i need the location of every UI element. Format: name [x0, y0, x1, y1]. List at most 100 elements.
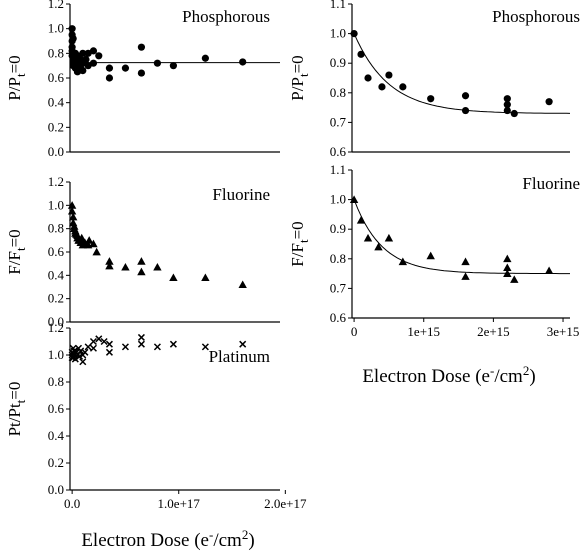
left-phosphorous-ytick-label: 0.2	[48, 119, 64, 134]
left-fluorine-point	[153, 262, 162, 271]
left-fluorine-ylabel: F/Ft=0	[5, 229, 28, 274]
left-fluorine-point	[137, 257, 146, 265]
left-phosphorous-point	[68, 25, 76, 33]
right-fluorine-fit-line	[353, 199, 570, 275]
left-phosphorous-point	[105, 64, 114, 72]
left-platinum-point	[100, 337, 108, 346]
left-phosphorous-point	[137, 69, 146, 77]
right-fluorine-ylabel: F/Ft=0	[288, 221, 311, 266]
right-fluorine-ytick-label: 0.6	[330, 310, 347, 325]
left-fluorine-point	[201, 273, 210, 282]
left-phosphorous-point	[105, 74, 114, 82]
left-fluorine-point	[121, 262, 130, 271]
right-fluorine-point	[363, 233, 373, 242]
left-platinum-point	[137, 340, 145, 348]
right-phosphorous-point	[461, 106, 470, 115]
right-phosphorous-point	[399, 83, 407, 91]
right-x-axis-label: Electron Dose (e-/cm2)	[362, 363, 535, 387]
right-phosphorous-ytick-label: 1.1	[330, 0, 346, 11]
left-fluorine-point	[89, 239, 98, 248]
right-phosphorous-ylabel: P/Pt=0	[288, 55, 311, 100]
left-fluorine-ytick-label: 0.6	[48, 244, 65, 259]
left-platinum-ytick-label: 0.2	[48, 455, 64, 470]
left-platinum-point	[201, 343, 209, 351]
right-fluorine-ytick-label: 0.8	[330, 251, 346, 266]
left-phosphorous-ylabel: P/Pt=0	[5, 55, 28, 100]
left-platinum-point	[77, 347, 85, 355]
right-fluorine-ytick-label: 1.1	[330, 162, 346, 177]
right-fluorine-ytick-label: 0.9	[330, 221, 346, 236]
left-platinum-point	[89, 337, 97, 346]
left-phosphorous-point	[239, 58, 247, 66]
left-phosphorous-point	[153, 59, 162, 67]
left-phosphorous-panel: 0.0 0.2 0.4 0.6 0.8 1.0 1.2 Phosphorous P/Pt=0	[5, 0, 280, 159]
left-platinum-point	[105, 340, 113, 348]
left-phosphorous-ytick-label: 0.0	[48, 144, 64, 159]
right-fluorine-panel: 0.6 0.7 0.8 0.9 1.0 1.1 0 1e+15 2e+15 3e+15 Fluori…	[288, 162, 580, 339]
left-platinum-point	[239, 340, 247, 348]
left-platinum-xtick-label: 1.0e+17	[158, 496, 201, 511]
left-phosphorous-point	[95, 52, 103, 60]
left-platinum-point	[153, 343, 161, 351]
right-fluorine-point	[356, 216, 366, 224]
right-phosphorous-point	[427, 95, 435, 103]
right-phosphorous-panel: 0.6 0.7 0.8 0.9 1.0 1.1 Phosphorous P/Pt=0	[288, 0, 580, 159]
right-phosphorous-point	[378, 83, 386, 91]
right-fluorine-point	[384, 233, 394, 242]
right-phosphorous-ytick-label: 0.9	[330, 55, 346, 70]
right-fluorine-point	[544, 266, 554, 274]
right-fluorine-xtick-label: 1e+15	[407, 324, 440, 339]
left-fluorine-point	[84, 236, 94, 244]
right-fluorine-xtick-label: 0	[351, 324, 358, 339]
left-platinum-point	[79, 358, 87, 366]
left-phosphorous-point	[79, 67, 87, 75]
right-fluorine-title: Fluorine	[522, 174, 580, 193]
left-fluorine-point	[105, 257, 114, 265]
right-phosphorous-title: Phosphorous	[492, 7, 580, 26]
left-platinum-ytick-label: 1.2	[48, 320, 64, 335]
left-fluorine-panel: 0.0 0.2 0.4 0.6 0.8 1.0 1.2 Fluorine F/Ft=0	[5, 174, 280, 329]
left-phosphorous-point	[169, 62, 178, 70]
left-platinum-point	[137, 333, 145, 341]
left-phosphorous-point	[201, 54, 209, 62]
left-phosphorous-point	[89, 59, 98, 67]
right-fluorine-xtick-label: 2e+15	[477, 324, 510, 339]
left-platinum-point	[121, 343, 129, 351]
left-platinum-title: Platinum	[209, 347, 270, 366]
left-fluorine-ytick-label: 1.2	[48, 174, 64, 189]
right-phosphorous-point	[545, 98, 553, 106]
right-fluorine-point	[461, 272, 470, 280]
left-phosphorous-title: Phosphorous	[182, 7, 270, 26]
left-phosphorous-point	[82, 55, 90, 64]
left-phosphorous-ytick-label: 1.0	[48, 21, 64, 36]
left-phosphorous-point	[137, 43, 146, 51]
left-platinum-xtick-label: 2.0e+17	[264, 496, 307, 511]
left-platinum-panel: 0.0 0.2 0.4 0.6 0.8 1.0 1.2 0.0 1.0e+17 2.0e+17 Pl…	[5, 320, 307, 511]
right-phosphorous-point	[350, 29, 358, 38]
right-phosphorous-ytick-label: 0.7	[330, 114, 347, 129]
left-fluorine-point	[137, 267, 146, 276]
right-phosphorous-ytick-label: 1.0	[330, 26, 346, 41]
left-fluorine-ytick-label: 0.8	[48, 221, 64, 236]
left-phosphorous-point	[69, 34, 77, 43]
right-fluorine-point	[503, 269, 512, 277]
left-fluorine-point	[92, 247, 101, 256]
right-fluorine-point	[426, 251, 435, 260]
left-phosphorous-point	[79, 49, 87, 57]
left-fluorine-point	[238, 280, 247, 289]
right-phosphorous-ytick-label: 0.8	[330, 85, 346, 100]
left-phosphorous-point	[89, 47, 98, 55]
right-phosphorous-point	[461, 92, 470, 100]
right-fluorine-point	[461, 257, 470, 266]
left-fluorine-ytick-label: 0.0	[48, 314, 64, 329]
right-fluorine-xtick-label: 3e+15	[547, 324, 580, 339]
left-phosphorous-ytick-label: 1.2	[48, 0, 64, 11]
left-fluorine-point	[67, 201, 77, 209]
left-platinum-point	[105, 348, 113, 356]
right-fluorine-point	[510, 275, 519, 283]
right-phosphorous-point	[503, 106, 511, 115]
right-fluorine-ytick-label: 1.0	[330, 192, 346, 207]
right-fluorine-point	[374, 242, 383, 251]
right-fluorine-point	[503, 254, 512, 263]
